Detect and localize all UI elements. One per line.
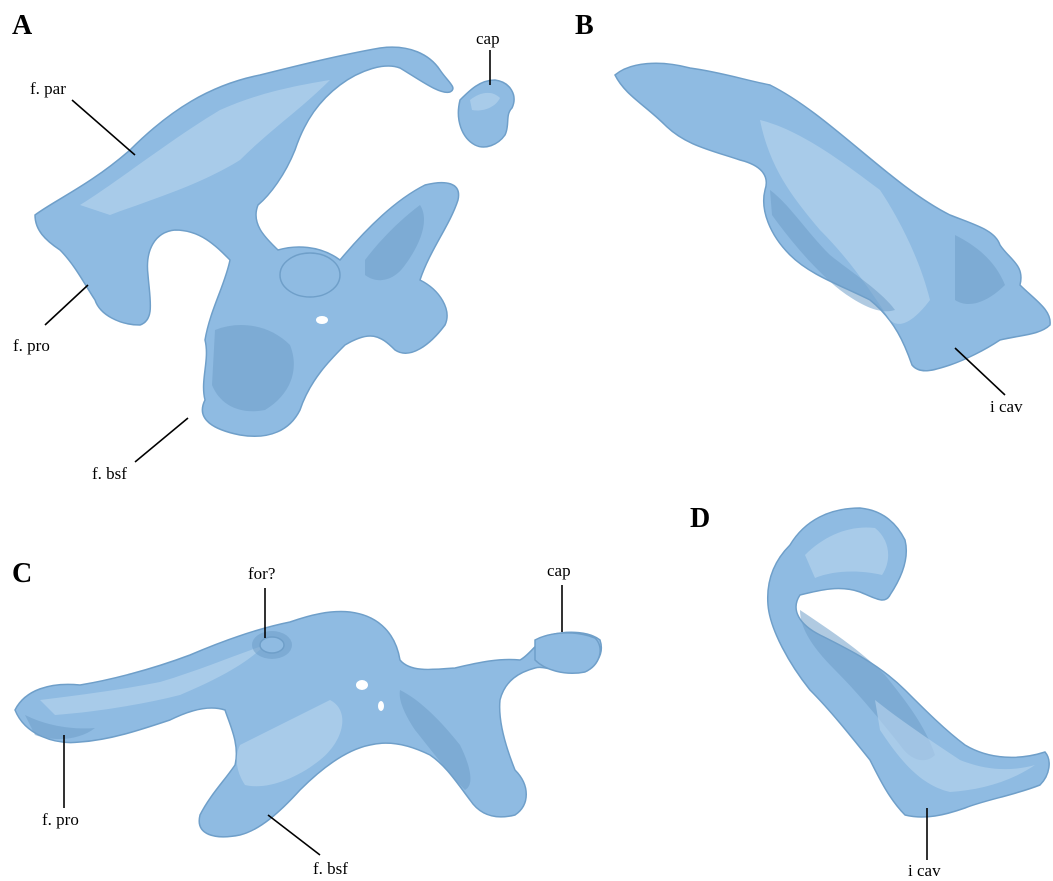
panel-letter-c: C [12, 558, 33, 589]
label-a-fpar: f. par [30, 79, 66, 98]
panel-letter-a: A [12, 10, 33, 41]
panel-letter-d: D [690, 503, 711, 534]
panel-d-specimen [766, 507, 1050, 818]
label-a-fbsf: f. bsf [92, 464, 127, 483]
leader-a-fpar [71, 99, 136, 156]
label-b-icav: i cav [990, 397, 1023, 416]
label-c-for: for? [248, 564, 276, 583]
label-c-cap: cap [547, 561, 571, 580]
leader-c-fbsf [267, 814, 321, 856]
panel-letter-b: B [575, 10, 594, 41]
leader-b-icav [954, 347, 1006, 396]
label-a-cap: cap [476, 29, 500, 48]
panel-b-specimen [614, 62, 1051, 372]
leader-a-fbsf [134, 417, 189, 463]
label-c-fpro: f. pro [42, 810, 79, 829]
label-a-fpro: f. pro [13, 336, 50, 355]
panel-a-specimen [34, 46, 515, 437]
label-c-fbsf: f. bsf [313, 859, 348, 878]
leader-a-fpro [44, 284, 89, 326]
label-d-icav: i cav [908, 861, 941, 880]
panel-c-specimen [14, 610, 602, 838]
